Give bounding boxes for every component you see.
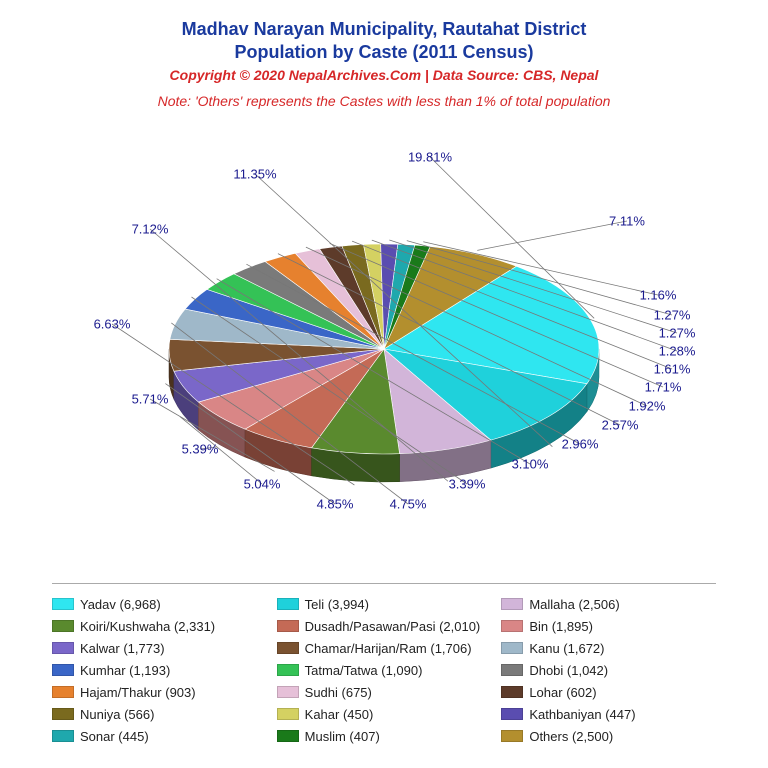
legend-item: Kahar (450) [277,704,492,724]
legend-item: Sudhi (675) [277,682,492,702]
legend-swatch [277,642,299,654]
legend-swatch [52,730,74,742]
pct-label: 1.27% [654,308,691,323]
legend-label: Dusadh/Pasawan/Pasi (2,010) [305,619,481,634]
title-line-1: Madhav Narayan Municipality, Rautahat Di… [0,18,768,41]
legend-label: Chamar/Harijan/Ram (1,706) [305,641,472,656]
legend-label: Sonar (445) [80,729,149,744]
legend-item: Hajam/Thakur (903) [52,682,267,702]
pct-label: 2.96% [562,437,599,452]
title-block: Madhav Narayan Municipality, Rautahat Di… [0,0,768,109]
legend-label: Lohar (602) [529,685,596,700]
legend-item: Koiri/Kushwaha (2,331) [52,616,267,636]
legend-label: Mallaha (2,506) [529,597,619,612]
pct-label: 6.63% [94,317,131,332]
legend-label: Yadav (6,968) [80,597,161,612]
pct-label: 1.28% [659,344,696,359]
pct-label: 1.71% [645,380,682,395]
pct-label: 1.27% [659,326,696,341]
legend-swatch [501,730,523,742]
legend: Yadav (6,968) Teli (3,994) Mallaha (2,506)… [52,583,716,746]
legend-item: Sonar (445) [52,726,267,746]
legend-label: Kumhar (1,193) [80,663,170,678]
legend-swatch [52,598,74,610]
pct-label: 7.12% [132,222,169,237]
legend-swatch [277,664,299,676]
legend-swatch [501,620,523,632]
legend-item: Chamar/Harijan/Ram (1,706) [277,638,492,658]
legend-label: Bin (1,895) [529,619,593,634]
pct-label: 11.35% [233,167,276,182]
legend-label: Dhobi (1,042) [529,663,608,678]
pct-label: 5.71% [132,392,169,407]
pct-label: 19.81% [408,150,452,165]
legend-label: Kanu (1,672) [529,641,604,656]
note: Note: 'Others' represents the Castes wit… [0,93,768,109]
pct-label: 1.92% [629,399,666,414]
legend-item: Mallaha (2,506) [501,594,716,614]
pie-chart: 19.81% 11.35% 7.12% 6.63% 5.71% 5.39% 5.04% 4.8… [0,109,768,549]
title-line-2: Population by Caste (2011 Census) [0,41,768,64]
pct-label: 5.39% [182,442,219,457]
legend-label: Tatma/Tatwa (1,090) [305,663,423,678]
legend-label: Sudhi (675) [305,685,372,700]
pct-label: 3.39% [449,477,486,492]
legend-swatch [501,598,523,610]
legend-item: Dusadh/Pasawan/Pasi (2,010) [277,616,492,636]
legend-swatch [501,708,523,720]
legend-label: Kalwar (1,773) [80,641,165,656]
subtitle: Copyright © 2020 NepalArchives.Com | Dat… [0,67,768,83]
legend-item: Others (2,500) [501,726,716,746]
legend-label: Kathbaniyan (447) [529,707,635,722]
legend-swatch [501,664,523,676]
legend-item: Nuniya (566) [52,704,267,724]
pct-label: 4.75% [390,497,427,512]
pct-label: 3.10% [512,457,549,472]
legend-label: Kahar (450) [305,707,374,722]
legend-swatch [277,620,299,632]
legend-label: Others (2,500) [529,729,613,744]
legend-item: Kumhar (1,193) [52,660,267,680]
legend-item: Kalwar (1,773) [52,638,267,658]
legend-item: Kathbaniyan (447) [501,704,716,724]
legend-label: Nuniya (566) [80,707,154,722]
legend-label: Koiri/Kushwaha (2,331) [80,619,215,634]
legend-swatch [52,664,74,676]
legend-item: Bin (1,895) [501,616,716,636]
legend-swatch [501,642,523,654]
legend-label: Teli (3,994) [305,597,369,612]
legend-item: Yadav (6,968) [52,594,267,614]
pct-label: 1.61% [654,362,691,377]
legend-swatch [277,708,299,720]
pct-label: 5.04% [244,477,281,492]
legend-swatch [52,708,74,720]
legend-item: Tatma/Tatwa (1,090) [277,660,492,680]
pct-label: 2.57% [602,418,639,433]
pct-label: 1.16% [640,288,677,303]
legend-swatch [277,598,299,610]
legend-swatch [52,620,74,632]
legend-item: Teli (3,994) [277,594,492,614]
pct-label: 4.85% [317,497,354,512]
legend-item: Lohar (602) [501,682,716,702]
legend-item: Muslim (407) [277,726,492,746]
legend-label: Muslim (407) [305,729,380,744]
legend-swatch [52,686,74,698]
pct-label: 7.11% [609,214,645,229]
legend-item: Kanu (1,672) [501,638,716,658]
legend-swatch [277,730,299,742]
legend-swatch [52,642,74,654]
legend-swatch [501,686,523,698]
legend-swatch [277,686,299,698]
legend-label: Hajam/Thakur (903) [80,685,196,700]
legend-item: Dhobi (1,042) [501,660,716,680]
